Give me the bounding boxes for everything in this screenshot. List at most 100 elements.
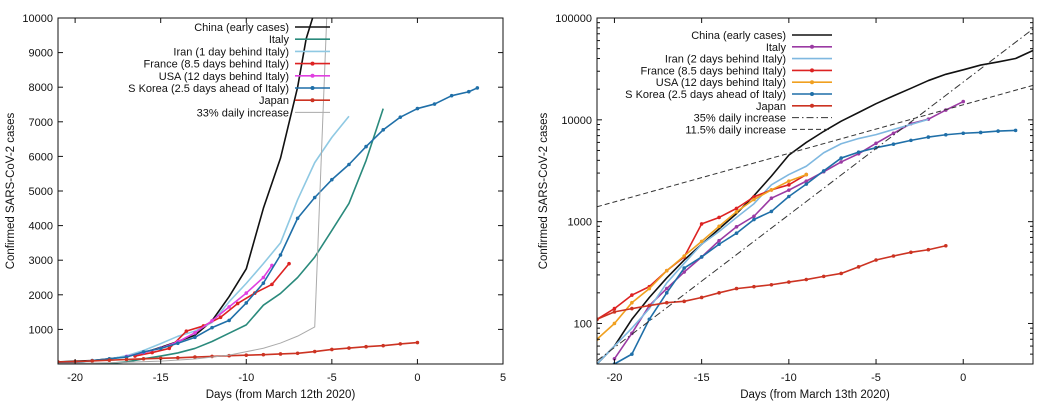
data-point: [664, 300, 669, 305]
data-point: [664, 291, 669, 295]
data-point: [717, 238, 721, 243]
legend-label: France (8.5 days behind Italy): [143, 59, 289, 71]
x-tick-label: 0: [414, 372, 420, 384]
data-point: [752, 217, 756, 222]
series-line: [597, 49, 1033, 364]
data-point: [856, 150, 861, 154]
data-point: [227, 305, 231, 309]
data-point: [839, 160, 843, 164]
data-point: [787, 280, 791, 284]
series-11-5-daily-increase: [597, 84, 1033, 208]
series-line: [597, 118, 929, 364]
data-point: [295, 351, 300, 356]
data-point: [141, 350, 146, 354]
legend-marker: [310, 98, 315, 103]
series-33-daily-increase: [58, 18, 328, 364]
series-line: [597, 84, 1033, 208]
x-tick-label: -15: [153, 372, 169, 384]
y-tick-label: 10000: [22, 13, 53, 25]
data-point: [210, 325, 214, 330]
series-italy: [612, 99, 966, 361]
data-point: [734, 231, 739, 236]
data-point: [176, 341, 180, 346]
data-point: [184, 329, 189, 333]
data-point: [364, 144, 368, 149]
data-point: [475, 86, 480, 90]
data-point: [717, 242, 721, 247]
data-point: [699, 295, 704, 300]
series-japan: [597, 243, 948, 322]
x-tick-label: -10: [238, 372, 254, 384]
series-s-korea-2-5-days-ahead-of-italy: [58, 86, 480, 364]
legend-label: S Korea (2.5 days ahead of Italy): [128, 83, 289, 95]
data-point: [804, 179, 809, 183]
data-point: [821, 274, 826, 279]
series-line: [597, 28, 1033, 362]
data-point: [891, 142, 896, 146]
data-point: [595, 375, 599, 379]
data-point: [909, 250, 913, 255]
x-tick-label: -5: [871, 372, 881, 384]
x-axis-label: Days (from March 12th 2020): [206, 389, 356, 401]
legend-label: USA (12 days behind Italy): [159, 71, 289, 83]
data-point: [944, 243, 948, 248]
data-point: [158, 346, 163, 351]
legend-marker: [810, 44, 814, 49]
legend-marker: [810, 80, 814, 85]
series-line: [58, 341, 418, 363]
data-point: [630, 352, 634, 356]
series-s-korea-2-5-days-ahead-of-italy: [595, 128, 1018, 379]
data-point: [193, 335, 197, 340]
data-point: [752, 195, 756, 199]
data-point: [630, 331, 634, 336]
data-point: [682, 270, 686, 274]
data-point: [874, 258, 878, 262]
data-point: [804, 182, 809, 186]
y-tick-label: 7000: [29, 117, 53, 129]
data-point: [734, 209, 739, 214]
data-point: [612, 306, 617, 311]
data-point: [717, 224, 721, 229]
data-point: [647, 317, 652, 322]
data-point: [167, 346, 172, 351]
legend-label: China (early cases): [194, 22, 289, 34]
data-point: [124, 357, 129, 362]
series-line: [613, 129, 1016, 364]
data-point: [415, 340, 420, 345]
data-point: [381, 128, 385, 132]
data-point: [787, 179, 791, 183]
data-point: [682, 299, 686, 304]
y-tick-label: 1000: [29, 324, 53, 336]
y-tick-label: 5000: [29, 186, 53, 198]
data-point: [839, 271, 843, 276]
data-point: [330, 347, 334, 352]
data-point: [312, 195, 317, 200]
series-line: [58, 87, 478, 364]
data-point: [717, 215, 721, 220]
y-tick-label: 6000: [29, 151, 53, 163]
data-point: [630, 306, 634, 311]
data-point: [682, 254, 686, 258]
data-point: [804, 277, 809, 282]
data-point: [150, 350, 154, 355]
data-point: [647, 286, 652, 291]
data-point: [804, 172, 809, 177]
y-axis-label: Confirmed SARS-CoV-2 cases: [538, 112, 550, 269]
data-point: [769, 209, 774, 214]
legend-label: S Korea (2.5 days ahead of Italy): [625, 89, 786, 101]
data-point: [787, 188, 791, 192]
legend-label: Italy: [269, 34, 290, 46]
y-tick-label: 100: [574, 318, 592, 330]
y-tick-label: 4000: [29, 221, 53, 233]
data-point: [449, 93, 454, 98]
y-axis-label: Confirmed SARS-CoV-2 cases: [5, 112, 17, 269]
x-tick-label: -10: [781, 372, 797, 384]
data-point: [235, 301, 240, 306]
legend-label: 33% daily increase: [197, 107, 289, 119]
data-point: [856, 265, 861, 269]
data-point: [664, 268, 669, 273]
series-usa-12-days-behind-italy: [597, 172, 809, 342]
data-point: [364, 344, 368, 349]
data-point: [996, 129, 1000, 133]
x-tick-label: 5: [500, 372, 506, 384]
